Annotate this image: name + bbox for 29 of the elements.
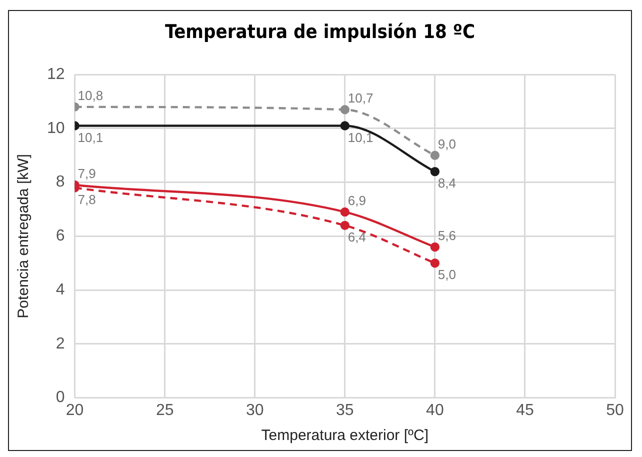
- y-tick-label: 2: [56, 335, 65, 352]
- x-tick-label: 35: [336, 402, 354, 419]
- chart-title: Temperatura de impulsión 18 ºC: [164, 21, 476, 43]
- y-tick-label: 12: [47, 66, 65, 84]
- x-tick-label: 20: [66, 402, 84, 419]
- data-label: 10,1: [78, 130, 104, 145]
- data-label: 9,0: [438, 136, 456, 152]
- y-tick-label: 6: [56, 228, 65, 245]
- data-label: 10,8: [78, 88, 104, 103]
- y-tick-label: 0: [56, 389, 65, 406]
- data-label: 5,6: [438, 228, 456, 244]
- data-label: 6,9: [348, 193, 366, 208]
- data-label: 7,8: [78, 192, 96, 207]
- x-tick-label: 50: [606, 402, 624, 419]
- data-label: 6,4: [348, 230, 366, 245]
- x-tick-label: 40: [426, 402, 444, 419]
- data-label: 10,7: [348, 90, 374, 106]
- y-tick-label: 8: [56, 174, 65, 191]
- x-tick-label: 25: [156, 402, 174, 419]
- x-tick-label: 30: [246, 402, 264, 419]
- data-label: 10,1: [348, 130, 374, 145]
- data-label: 7,9: [78, 166, 96, 182]
- y-tick-label: 10: [47, 120, 65, 137]
- y-tick-label: 4: [56, 281, 65, 298]
- x-tick-label: 45: [516, 402, 534, 419]
- x-axis-title: Temperatura exterior [ºC]: [261, 427, 429, 444]
- y-axis-title: Potencia entregada [kW]: [15, 154, 32, 318]
- data-label: 8,4: [438, 176, 456, 191]
- data-label: 5,0: [438, 267, 456, 282]
